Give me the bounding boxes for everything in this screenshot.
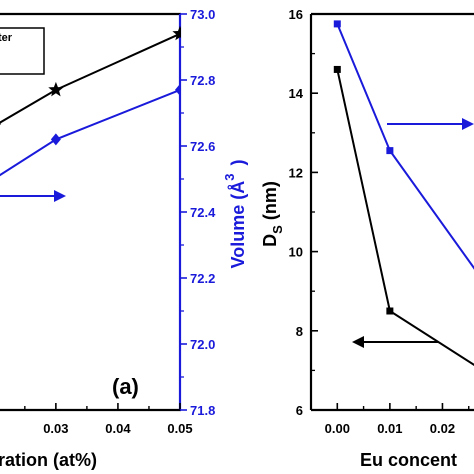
panel-a-y2-tick-label: 72.6 bbox=[190, 139, 215, 154]
legend-label: ter bbox=[0, 32, 13, 44]
panel-b-series-2-point bbox=[333, 20, 341, 28]
panel-b-x-ticks: 0.00 0.01 0.02 bbox=[325, 403, 470, 436]
panel-a-y2-ticks: 73.0 72.8 72.6 72.4 72.2 72.0 71.8 bbox=[180, 7, 216, 418]
panel-a-x-tick-label: 0.04 bbox=[105, 421, 131, 436]
panel-b-y-label-sub: S bbox=[270, 225, 285, 234]
panel-b-y-label-main: D bbox=[260, 234, 280, 247]
panel-a-label: (a) bbox=[112, 374, 139, 399]
panel-b-x-label: Eu concent bbox=[360, 450, 457, 470]
panel-b-y-label-rest: (nm) bbox=[260, 181, 280, 225]
panel-b-x-tick-label: 0.01 bbox=[377, 421, 402, 436]
panel-b-y-tick-label: 16 bbox=[289, 7, 303, 22]
panel-b-series-2-point bbox=[386, 147, 394, 155]
panel-a-series-2-point bbox=[50, 133, 61, 146]
panel-b-series bbox=[333, 20, 474, 367]
panel-b-x-tick-label: 0.00 bbox=[325, 421, 350, 436]
panel-a-y2-tick-label: 72.8 bbox=[190, 73, 215, 88]
panel-b-y-tick-label: 8 bbox=[296, 324, 303, 339]
panel-a-series-1-point bbox=[48, 81, 64, 97]
panel-a-series-2-line bbox=[0, 88, 181, 177]
panel-b-arrow-left bbox=[352, 336, 438, 348]
panel-a-series-1-point bbox=[172, 25, 181, 41]
panel-a-arrow bbox=[0, 190, 66, 202]
panel-b-series-1-point bbox=[333, 65, 341, 73]
panel-a-y2-label-close: ) bbox=[228, 160, 248, 166]
panel-a-y2-tick-label: 72.2 bbox=[190, 271, 215, 286]
panel-a-x-label: tration (at%) bbox=[0, 450, 97, 470]
panel-a-series bbox=[0, 25, 181, 177]
panel-a-y2-tick-label: 73.0 bbox=[190, 7, 215, 22]
panel-b-y-label: DS (nm) bbox=[260, 181, 285, 247]
panel-b-series-2-line bbox=[336, 23, 474, 270]
panel-b-y-tick-label: 12 bbox=[289, 165, 303, 180]
panel-a-x-tick-label: 0.05 bbox=[167, 421, 192, 436]
panel-a-y2-label-sup: 3 bbox=[222, 174, 237, 181]
panel-b-y-tick-label: 6 bbox=[296, 403, 303, 418]
panel-a-x-tick-label: 0.03 bbox=[43, 421, 68, 436]
panel-a-y2-label-main: Volume (Å bbox=[228, 181, 248, 269]
legend-box bbox=[0, 27, 45, 75]
panel-b-y-ticks: 16 14 12 10 8 6 bbox=[289, 7, 318, 418]
panel-a-series-2-point bbox=[175, 83, 181, 96]
panel-b-arrow-right bbox=[387, 118, 474, 130]
panel-b-y-tick-label: 14 bbox=[289, 86, 304, 101]
panel-b: 0.00 0.01 0.02 16 14 12 10 8 6 DS (nm) Eu conce… bbox=[260, 7, 474, 470]
panel-a-y2-tick-label: 71.8 bbox=[190, 403, 215, 418]
panel-b-series-1-point bbox=[386, 307, 394, 315]
panel-b-x-tick-label: 0.02 bbox=[430, 421, 455, 436]
panel-a-y2-label: Volume (Å3) bbox=[222, 160, 248, 269]
panel-a: 0.03 0.04 0.05 73.0 72.8 72.6 72.4 72.2 72.0 71.… bbox=[0, 7, 248, 470]
panel-b-series-1-line bbox=[336, 69, 474, 367]
panel-a-series-1-point bbox=[0, 123, 2, 125]
panel-a-y2-tick-label: 72.4 bbox=[190, 205, 216, 220]
panel-a-x-ticks: 0.03 0.04 0.05 bbox=[24, 403, 193, 436]
panel-a-y2-tick-label: 72.0 bbox=[190, 337, 215, 352]
panel-b-y-tick-label: 10 bbox=[289, 245, 303, 260]
